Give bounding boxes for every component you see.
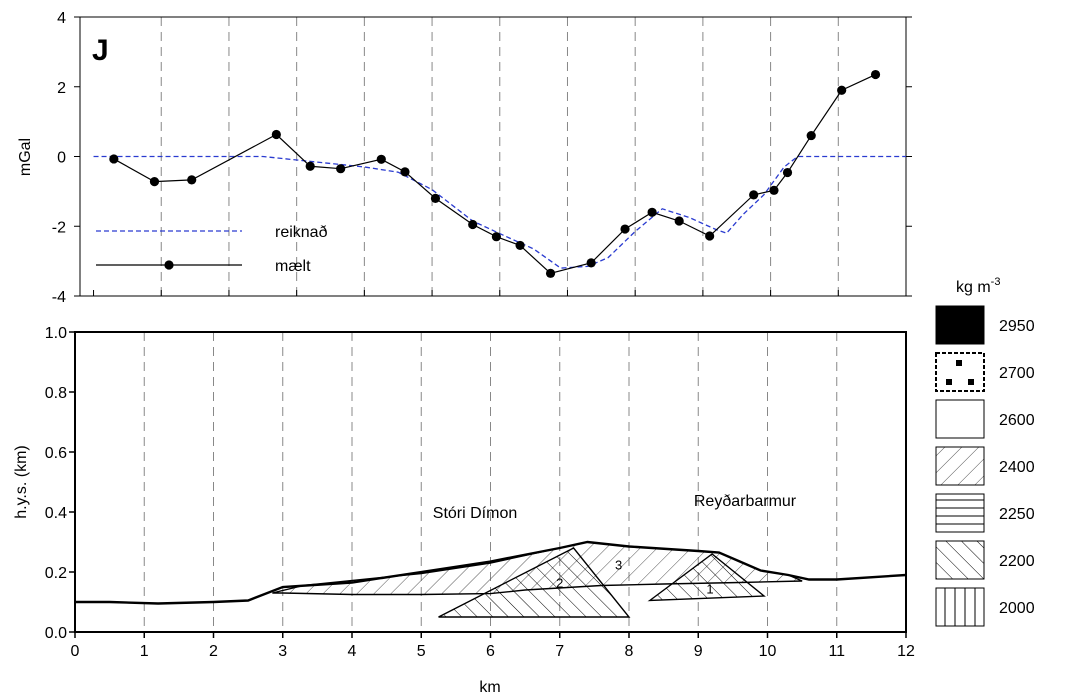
series-maelt-line — [113, 73, 876, 274]
series-maelt-point — [782, 167, 793, 178]
density-body-2 — [438, 547, 631, 618]
label-reydarbarmur: Reyðarbarmur — [694, 493, 797, 510]
bottom-x-tick-label: 10 — [759, 643, 777, 660]
legend-maelt-label: mælt — [275, 258, 311, 275]
bottom-y-tick-label: 0.0 — [45, 625, 67, 642]
series-maelt-point — [468, 219, 478, 230]
density-value-label: 2400 — [999, 459, 1035, 476]
topography — [75, 540, 907, 605]
density-value-label: 2200 — [999, 553, 1035, 570]
series-maelt-point — [271, 129, 281, 140]
density-swatch — [935, 493, 985, 533]
series-maelt-point — [491, 232, 501, 242]
series-maelt-point — [769, 185, 779, 195]
series-maelt-point — [806, 130, 816, 141]
density-value-label: 2600 — [999, 412, 1035, 429]
bottom-x-tick-label: 5 — [417, 643, 426, 660]
panel-letter: J — [92, 34, 109, 67]
density-swatch — [935, 587, 985, 627]
bottom-axes: 0.00.20.40.60.81.00 1 2 3 4 5 6 7 8 9 10 11 12 — [45, 325, 915, 660]
top-axes: -4 -2 0 2 4 — [52, 10, 912, 306]
top-y-tick-label: -4 — [52, 289, 66, 306]
body-number-label: 2 — [556, 576, 563, 591]
density-swatch — [935, 540, 985, 580]
bottom-x-tick-label: 8 — [625, 643, 634, 660]
top-y-axis-label: mGal — [17, 138, 34, 176]
density-swatch — [935, 399, 985, 439]
series-maelt-point — [749, 190, 759, 200]
density-value-label: 2950 — [999, 318, 1035, 335]
bottom-x-tick-label: 12 — [897, 643, 915, 660]
density-legend: kg m-3 2950 2700 2600 2400 2250 2200 2000 — [935, 276, 1035, 627]
density-swatch — [935, 446, 985, 486]
x-axis-label: km — [479, 679, 500, 696]
series-maelt-point — [837, 85, 847, 95]
bottom-x-tick-label: 0 — [71, 643, 80, 660]
legend-reiknad-label: reiknað — [275, 224, 328, 241]
series-maelt-point — [515, 240, 525, 251]
bottom-x-tick-label: 11 — [828, 643, 845, 660]
top-legend: reiknað mælt — [96, 224, 328, 275]
top-y-tick-label: -2 — [52, 219, 66, 236]
gravity-anomaly-plot: -4 -2 0 2 4 J mGal reiknað mælt — [17, 10, 912, 306]
bottom-x-tick-label: 9 — [694, 643, 703, 660]
bottom-x-tick-label: 7 — [555, 643, 564, 660]
bottom-y-axis-label: h.y.s. (km) — [13, 445, 30, 518]
density-body-1 — [647, 553, 766, 602]
cross-section-plot: 32 1 0.00.20.40.60.81.00 1 2 3 4 5 6 7 8 9 10 11 12 h… — [13, 325, 915, 696]
topography-line — [75, 540, 907, 605]
top-plot-frame — [79, 16, 907, 297]
top-series — [93, 69, 906, 278]
density-swatch — [935, 305, 985, 345]
legend-maelt-dot — [164, 260, 174, 270]
series-maelt-point — [336, 164, 346, 174]
bottom-y-tick-label: 0.8 — [45, 385, 67, 402]
bottom-grid — [143, 332, 838, 632]
series-maelt-point — [647, 207, 657, 217]
series-maelt-point — [149, 177, 160, 187]
series-maelt-point — [870, 69, 881, 80]
bottom-x-tick-label: 1 — [140, 643, 149, 660]
series-maelt-point — [187, 175, 197, 185]
density-value-label: 2700 — [999, 365, 1035, 382]
bottom-y-tick-label: 0.2 — [45, 565, 67, 582]
density-value-label: 2250 — [999, 506, 1035, 523]
series-maelt-point — [705, 231, 715, 241]
bottom-x-tick-label: 3 — [278, 643, 287, 660]
body-number-label: 1 — [706, 582, 713, 597]
label-stori-dimon: Stóri Dímon — [433, 505, 517, 522]
series-maelt-point — [620, 224, 630, 234]
density-swatch — [935, 352, 985, 392]
series-maelt-point — [674, 216, 684, 226]
series-maelt-point — [586, 258, 596, 268]
bottom-x-tick-label: 2 — [209, 643, 218, 660]
series-maelt-point — [376, 154, 386, 164]
series-maelt-point — [400, 167, 410, 177]
series-maelt-point — [545, 268, 556, 278]
density-value-label: 2000 — [999, 600, 1035, 617]
density-bodies: 3 2 1 — [272, 541, 803, 618]
bottom-y-tick-label: 0.4 — [45, 505, 67, 522]
top-y-tick-label: 4 — [57, 10, 66, 27]
density-swatch-dot — [968, 379, 974, 385]
density-units-base: kg m — [956, 279, 991, 296]
body-number-label: 3 — [615, 558, 622, 573]
density-swatch-dot — [956, 360, 962, 366]
top-y-tick-label: 2 — [57, 80, 66, 97]
density-units-label: kg m-3 — [956, 276, 1000, 296]
series-maelt-point — [305, 161, 315, 171]
bottom-x-tick-label: 6 — [486, 643, 495, 660]
series-maelt-point — [430, 193, 441, 203]
top-grid — [160, 17, 839, 296]
density-swatch-dot — [946, 379, 952, 385]
bottom-x-tick-label: 4 — [348, 643, 357, 660]
density-units-exponent: -3 — [991, 276, 1001, 288]
bottom-y-tick-label: 0.6 — [45, 445, 67, 462]
bottom-y-tick-label: 1.0 — [45, 325, 67, 342]
top-y-tick-label: 0 — [57, 150, 66, 167]
series-maelt-point — [109, 154, 119, 164]
